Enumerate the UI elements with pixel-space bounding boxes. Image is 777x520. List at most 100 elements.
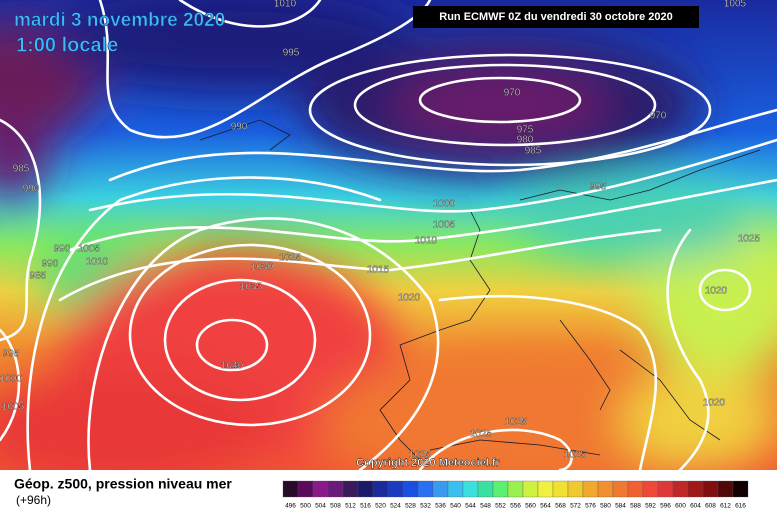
- isobar-label: 1025: [409, 450, 432, 461]
- isobar-label: 1030: [251, 262, 274, 273]
- isobar-label: 1015: [367, 265, 390, 276]
- isobar-label: 1025: [564, 450, 587, 461]
- run-info: Run ECMWF 0Z du vendredi 30 octobre 2020: [439, 11, 673, 23]
- scale-label: 500: [300, 503, 311, 510]
- isobar-label: 1010: [86, 257, 109, 268]
- scale-label: 604: [690, 503, 701, 510]
- scale-swatch: [282, 480, 299, 498]
- scale-label: 588: [630, 503, 641, 510]
- scale-label: 584: [615, 503, 626, 510]
- scale-swatch: [687, 480, 704, 498]
- scale-label: 532: [420, 503, 431, 510]
- isobar-label: 1020: [398, 293, 421, 304]
- scale-label: 540: [450, 503, 461, 510]
- isobar-label: 1020: [705, 286, 728, 297]
- isobar-label: 975: [517, 125, 534, 136]
- isobar-label: 1025: [505, 417, 528, 428]
- scale-label: 536: [435, 503, 446, 510]
- scale-label: 524: [390, 503, 401, 510]
- scale-label: 576: [585, 503, 596, 510]
- scale-label: 616: [735, 503, 746, 510]
- isobar-label: 990: [42, 259, 59, 270]
- scale-label: 548: [480, 503, 491, 510]
- scale-swatch: [627, 480, 644, 498]
- scale-swatch: [477, 480, 494, 498]
- scale-swatch: [567, 480, 584, 498]
- scale-swatch: [402, 480, 419, 498]
- scale-swatch: [642, 480, 659, 498]
- footer-step: (+96h): [16, 493, 51, 507]
- isobar-label: 1035: [240, 282, 263, 293]
- isobar-label: 985: [30, 271, 47, 282]
- scale-label: 544: [465, 503, 476, 510]
- scale-label: 496: [285, 503, 296, 510]
- scale-swatch: [612, 480, 629, 498]
- isobar-label: 1020: [703, 398, 726, 409]
- scale-swatch: [372, 480, 389, 498]
- isobar-label: 990: [23, 184, 40, 195]
- scale-label: 512: [345, 503, 356, 510]
- isobar-label: 1000: [433, 199, 456, 210]
- scale-swatch: [537, 480, 554, 498]
- isobar-label: 995: [283, 48, 300, 59]
- isobar-label: 1040: [221, 361, 244, 372]
- scale-label: 568: [555, 503, 566, 510]
- scale-swatch: [717, 480, 734, 498]
- isobar-label: 990: [231, 122, 248, 133]
- isobar-label: 1025: [470, 429, 493, 440]
- scale-label: 528: [405, 503, 416, 510]
- isobar-label: 995: [590, 182, 607, 193]
- scale-swatch: [297, 480, 314, 498]
- scale-swatch: [342, 480, 359, 498]
- scale-swatch: [447, 480, 464, 498]
- scale-swatch: [327, 480, 344, 498]
- scale-label: 572: [570, 503, 581, 510]
- scale-label: 560: [525, 503, 536, 510]
- scale-label: 564: [540, 503, 551, 510]
- scale-swatch: [522, 480, 539, 498]
- scale-swatch: [597, 480, 614, 498]
- isobar-label: 1005: [724, 0, 747, 10]
- isobar-label: 995: [3, 349, 20, 360]
- scale-label: 556: [510, 503, 521, 510]
- isobar-label: 1025: [279, 253, 302, 264]
- run-box: [413, 6, 699, 28]
- scale-label: 592: [645, 503, 656, 510]
- scale-swatch: [492, 480, 509, 498]
- isobar-label: 1005: [2, 402, 25, 413]
- scale-label: 600: [675, 503, 686, 510]
- scale-swatch: [672, 480, 689, 498]
- map-time: 1:00 locale: [16, 34, 118, 56]
- scale-swatch: [657, 480, 674, 498]
- isobar-label: 1000: [0, 374, 23, 385]
- scale-swatch: [432, 480, 449, 498]
- scale-swatch: [507, 480, 524, 498]
- scale-label: 596: [660, 503, 671, 510]
- scale-label: 520: [375, 503, 386, 510]
- copyright: Copyright 2020 Meteociel.fr: [356, 457, 500, 469]
- scale-swatch: [552, 480, 569, 498]
- scale-label: 552: [495, 503, 506, 510]
- isobar-label: 985: [525, 146, 542, 157]
- isobar-label: 970: [650, 111, 667, 122]
- isobar-label: 1025: [738, 234, 761, 245]
- color-scale: 496 500 504 508 512 516 520 524 528 532 536 540 544 5…: [282, 480, 749, 510]
- scale-label: 608: [705, 503, 716, 510]
- map-date: mardi 3 novembre 2020: [14, 10, 225, 31]
- field: [0, 0, 777, 470]
- scale-label: 516: [360, 503, 371, 510]
- isobar-label: 970: [504, 88, 521, 99]
- scale-label: 504: [315, 503, 326, 510]
- isobar-label: 1010: [415, 236, 438, 247]
- scale-label: 612: [720, 503, 731, 510]
- scale-label: 508: [330, 503, 341, 510]
- scale-label: 580: [600, 503, 611, 510]
- isobar-label: 1010: [274, 0, 297, 10]
- scale-swatch: [732, 480, 749, 498]
- scale-swatch: [312, 480, 329, 498]
- footer-title: Géop. z500, pression niveau mer: [14, 476, 232, 492]
- isobars: [0, 0, 777, 470]
